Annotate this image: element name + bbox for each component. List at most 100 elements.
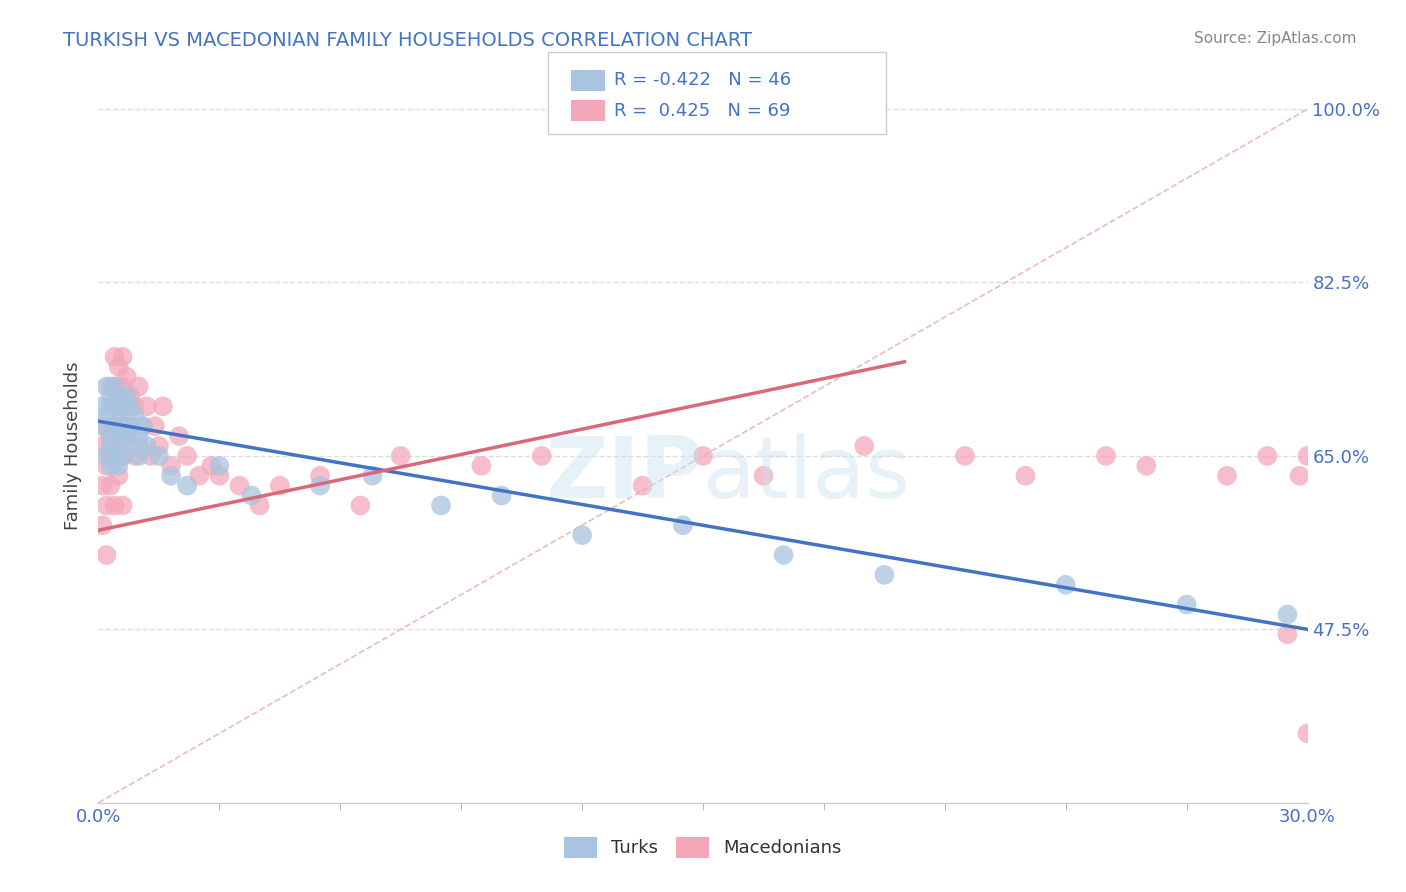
Point	[249, 499, 271, 513]
Point	[103, 449, 125, 463]
Point	[631, 478, 654, 492]
Point	[107, 400, 129, 414]
Point	[160, 468, 183, 483]
Point	[111, 350, 134, 364]
Point	[120, 439, 142, 453]
Point	[240, 489, 263, 503]
Point	[1296, 449, 1319, 463]
Point	[128, 429, 150, 443]
Point	[873, 567, 896, 582]
Point	[115, 369, 138, 384]
Point	[1256, 449, 1278, 463]
Point	[1216, 468, 1239, 483]
Point	[772, 548, 794, 562]
Text: Source: ZipAtlas.com: Source: ZipAtlas.com	[1194, 31, 1357, 46]
Point	[100, 400, 122, 414]
Point	[107, 359, 129, 374]
Point	[103, 419, 125, 434]
Point	[361, 468, 384, 483]
Point	[228, 478, 250, 492]
Point	[200, 458, 222, 473]
Point	[100, 439, 122, 453]
Point	[167, 429, 190, 443]
Point	[132, 419, 155, 434]
Point	[672, 518, 695, 533]
Point	[91, 478, 114, 492]
Point	[1054, 578, 1077, 592]
Point	[1277, 607, 1299, 622]
Point	[1288, 468, 1310, 483]
Point	[143, 419, 166, 434]
Point	[111, 499, 134, 513]
Point	[91, 400, 114, 414]
Point	[100, 379, 122, 393]
Point	[111, 419, 134, 434]
Point	[571, 528, 593, 542]
Text: atlas: atlas	[703, 433, 911, 516]
Point	[100, 429, 122, 443]
Point	[96, 419, 118, 434]
Point	[128, 439, 150, 453]
Point	[100, 458, 122, 473]
Point	[107, 409, 129, 424]
Point	[148, 449, 170, 463]
Point	[176, 478, 198, 492]
Text: R = -0.422   N = 46: R = -0.422 N = 46	[614, 71, 792, 89]
Point	[389, 449, 412, 463]
Point	[111, 449, 134, 463]
Point	[115, 400, 138, 414]
Legend: Turks, Macedonians: Turks, Macedonians	[557, 830, 849, 865]
Point	[100, 478, 122, 492]
Point	[853, 439, 876, 453]
Point	[111, 379, 134, 393]
Point	[752, 468, 775, 483]
Point	[107, 468, 129, 483]
Point	[430, 499, 453, 513]
Point	[103, 400, 125, 414]
Point	[309, 478, 332, 492]
Point	[491, 489, 513, 503]
Point	[208, 458, 231, 473]
Point	[176, 449, 198, 463]
Point	[124, 409, 146, 424]
Point	[124, 400, 146, 414]
Point	[96, 449, 118, 463]
Point	[309, 468, 332, 483]
Text: TURKISH VS MACEDONIAN FAMILY HOUSEHOLDS CORRELATION CHART: TURKISH VS MACEDONIAN FAMILY HOUSEHOLDS …	[63, 31, 752, 50]
Point	[1014, 468, 1036, 483]
Point	[103, 379, 125, 393]
Point	[135, 400, 157, 414]
Point	[208, 468, 231, 483]
Point	[96, 458, 118, 473]
Point	[120, 419, 142, 434]
Point	[100, 389, 122, 403]
Point	[91, 518, 114, 533]
Point	[107, 439, 129, 453]
Point	[120, 419, 142, 434]
Point	[115, 429, 138, 443]
Point	[152, 400, 174, 414]
Point	[269, 478, 291, 492]
Point	[103, 419, 125, 434]
Point	[111, 449, 134, 463]
Point	[1175, 598, 1198, 612]
Point	[530, 449, 553, 463]
Point	[100, 429, 122, 443]
Point	[349, 499, 371, 513]
Point	[135, 439, 157, 453]
Point	[96, 379, 118, 393]
Point	[111, 400, 134, 414]
Point	[96, 548, 118, 562]
Point	[107, 389, 129, 403]
Point	[107, 458, 129, 473]
Point	[188, 468, 211, 483]
Point	[103, 350, 125, 364]
Point	[128, 449, 150, 463]
Point	[96, 499, 118, 513]
Point	[91, 419, 114, 434]
Point	[111, 419, 134, 434]
Point	[160, 458, 183, 473]
Point	[115, 429, 138, 443]
Point	[132, 419, 155, 434]
Point	[124, 449, 146, 463]
